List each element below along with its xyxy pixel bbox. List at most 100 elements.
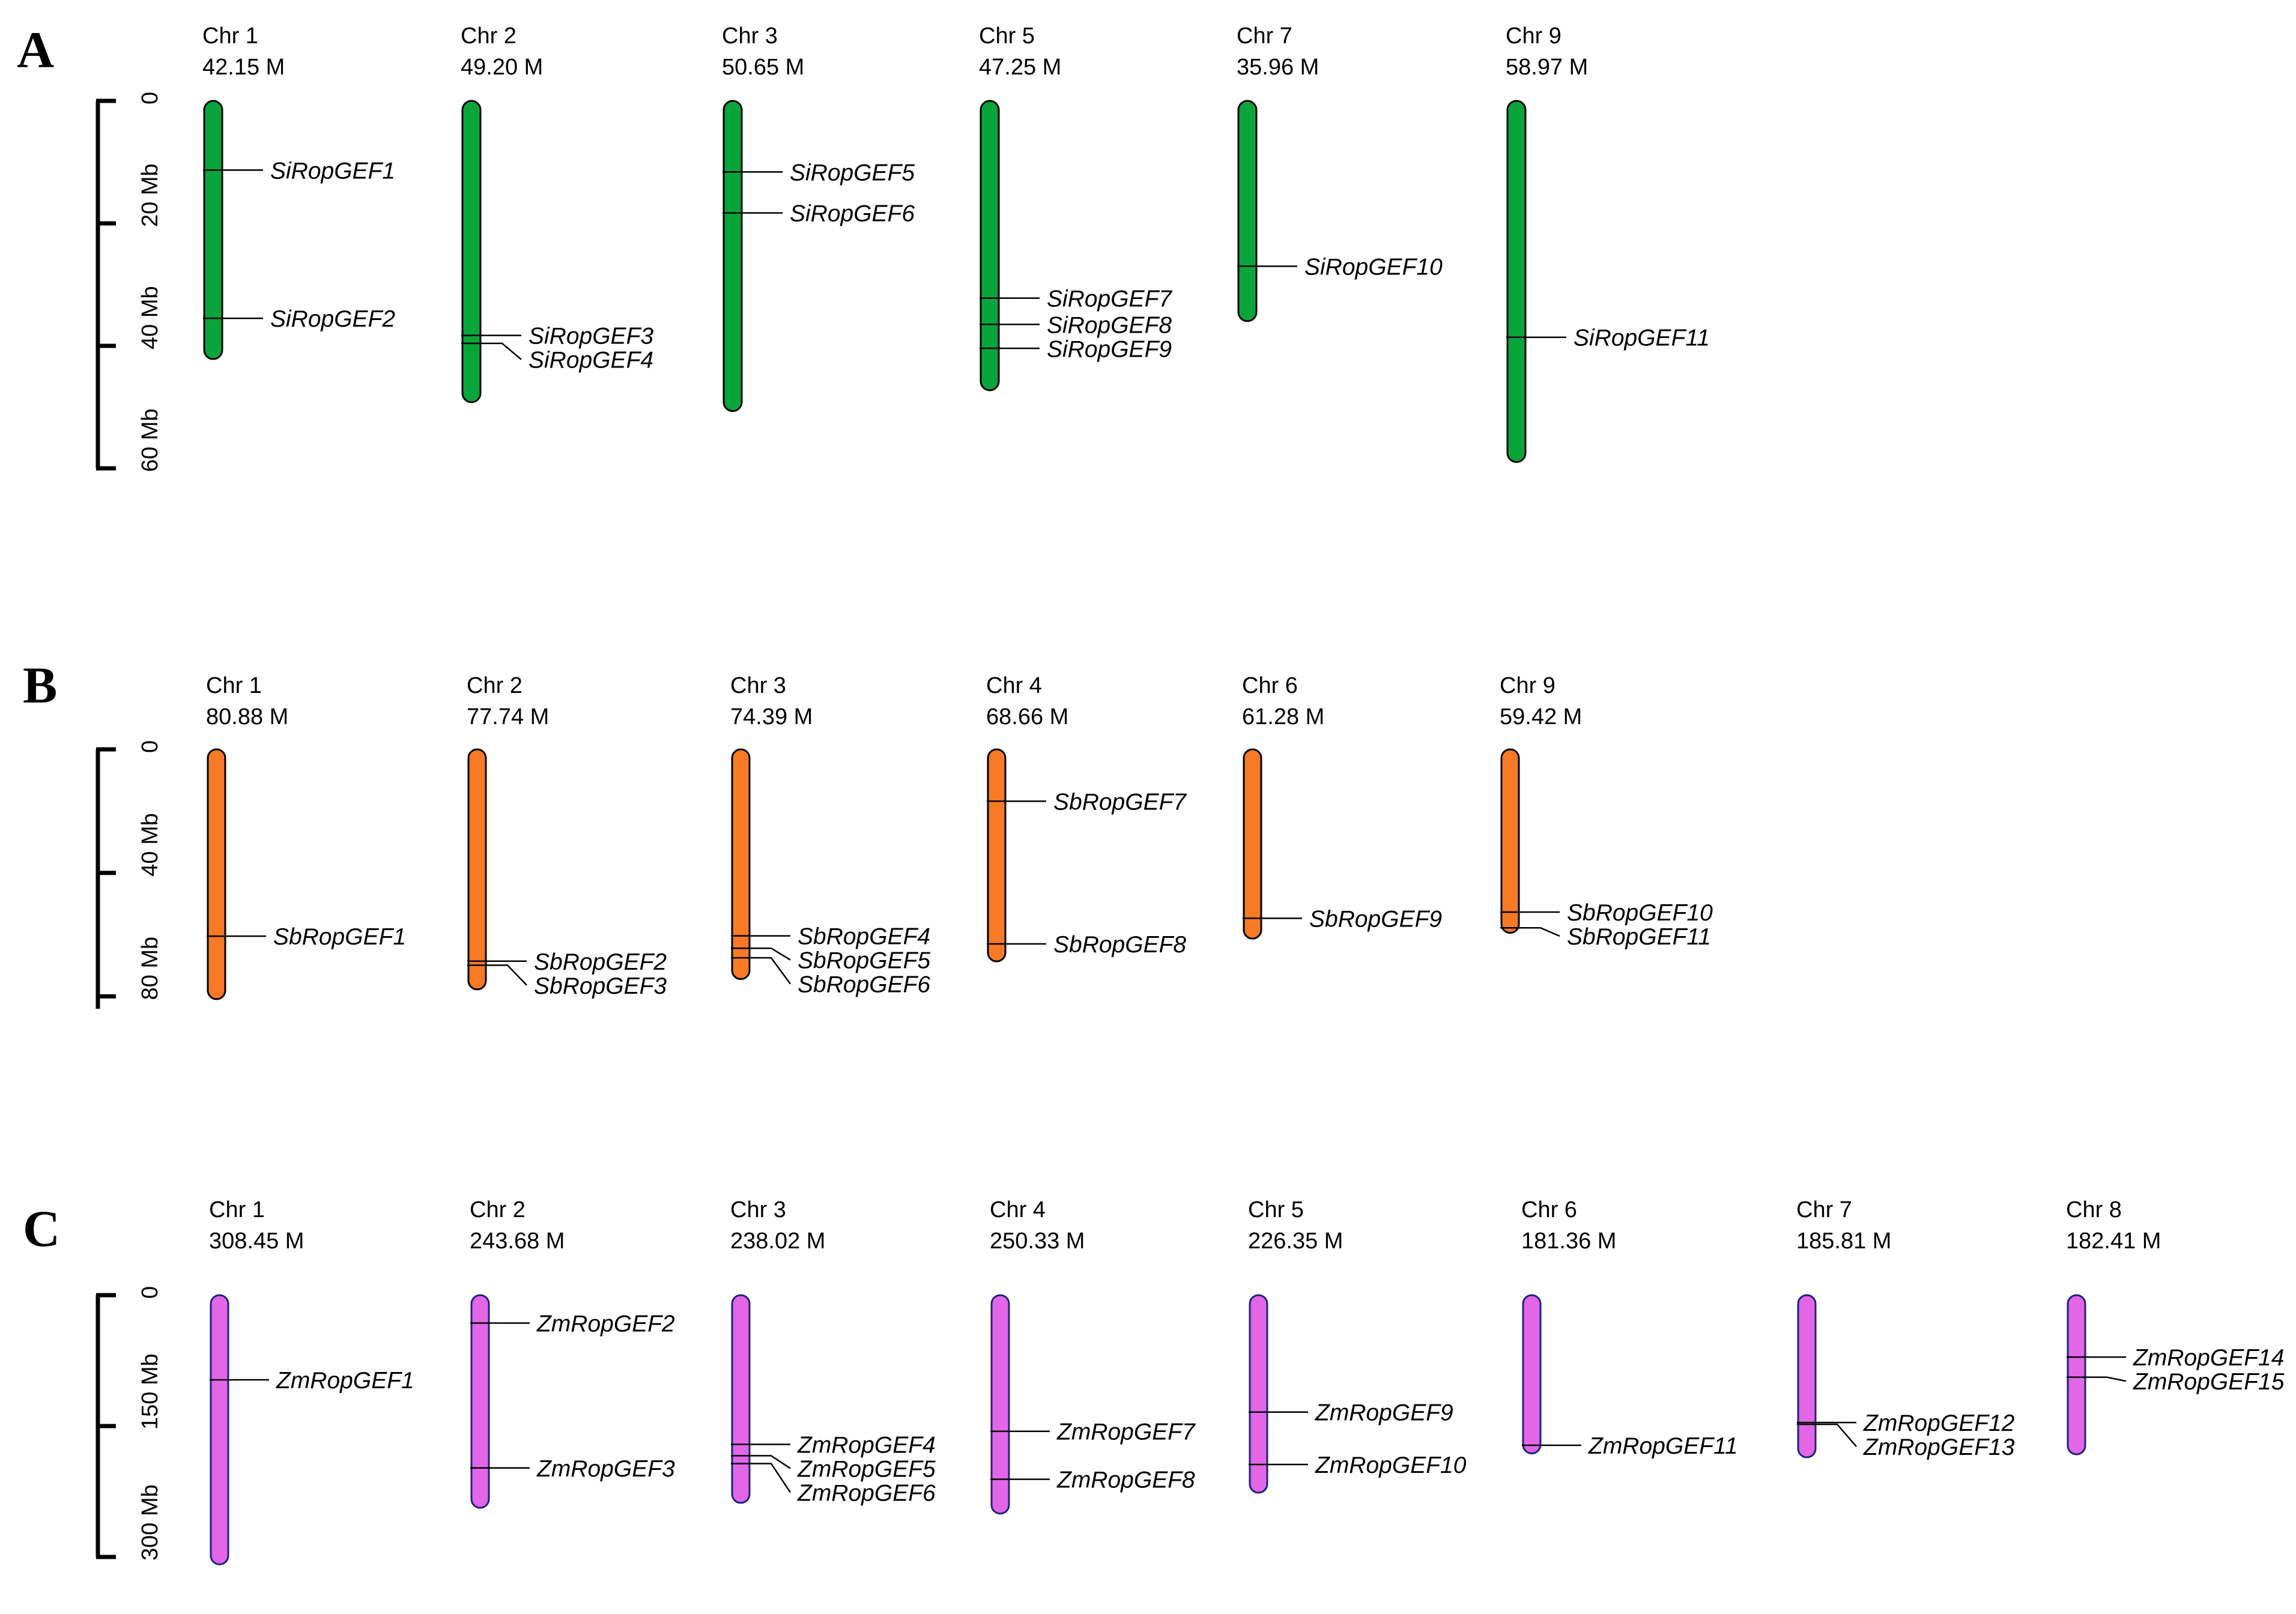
- chromosome-name: Chr 9: [1500, 673, 1555, 698]
- chromosome-chr-5: Chr 5 226.35 M ZmRopGEF9 ZmRopGEF10: [1248, 1197, 1467, 1494]
- chromosome-name: Chr 6: [1242, 673, 1298, 698]
- gene-marker: SbRopGEF1: [207, 924, 406, 950]
- gene-marker-line: [1500, 927, 1560, 937]
- chromosome-size: 80.88 M: [206, 704, 288, 730]
- chromosome-size: 226.35 M: [1248, 1229, 1343, 1254]
- chromosome-chr-1: Chr 1 80.88 M SbRopGEF1: [206, 673, 406, 1000]
- scale-tick-label: 60 Mb: [138, 408, 163, 472]
- gene-marker: ZmRopGEF12: [1797, 1410, 2015, 1436]
- gene-label: ZmRopGEF14: [2133, 1345, 2284, 1371]
- gene-label: SiRopGEF8: [1047, 312, 1172, 338]
- chromosome-chr-2: Chr 2 243.68 M ZmRopGEF2 ZmRopGEF3: [470, 1197, 675, 1509]
- chromosome-bar: [461, 100, 482, 404]
- chromosome-bar: [2067, 1294, 2086, 1455]
- chromosome-chr-6: Chr 6 61.28 M SbRopGEF9: [1242, 673, 1442, 940]
- gene-marker-line: [731, 947, 791, 961]
- gene-label: SbRopGEF11: [1567, 924, 1711, 950]
- chromosome-size: 59.42 M: [1500, 704, 1582, 730]
- chromosome-size: 74.39 M: [730, 704, 813, 730]
- gene-marker: SiRopGEF6: [722, 201, 915, 227]
- chromosome-chr-9: Chr 9 58.97 M SiRopGEF11: [1506, 23, 1710, 463]
- gene-marker: SbRopGEF11: [1500, 924, 1711, 950]
- gene-label: SiRopGEF2: [270, 306, 395, 332]
- chromosome-name: Chr 2: [461, 23, 516, 49]
- gene-marker: SiRopGEF10: [1237, 254, 1443, 280]
- chromosome-name: Chr 9: [1506, 23, 1561, 49]
- chromosome-name: Chr 4: [986, 673, 1042, 698]
- scale-tick-label: 20 Mb: [138, 163, 163, 227]
- chromosome-size: 181.36 M: [1521, 1229, 1616, 1254]
- gene-marker: ZmRopGEF4: [731, 1433, 936, 1458]
- gene-label: SbRopGEF8: [1053, 932, 1186, 958]
- chromosome-bar: [722, 100, 743, 413]
- gene-label: SiRopGEF10: [1304, 254, 1443, 280]
- gene-marker: SbRopGEF6: [731, 957, 930, 998]
- chromosome-name: Chr 7: [1796, 1197, 1852, 1223]
- gene-label: ZmRopGEF6: [797, 1481, 936, 1507]
- gene-label: ZmRopGEF8: [1056, 1467, 1195, 1493]
- gene-marker: SiRopGEF2: [203, 306, 395, 332]
- chromosome-size: 238.02 M: [730, 1229, 825, 1254]
- chromosome-bar: [207, 748, 226, 1000]
- gene-marker: ZmRopGEF11: [1522, 1433, 1738, 1459]
- gene-marker: SbRopGEF10: [1500, 900, 1713, 926]
- chromosome-bar: [470, 1294, 490, 1509]
- chromosome-chr-3: Chr 3 50.65 M SiRopGEF5 SiRopGEF6: [722, 23, 915, 413]
- scale-tick-label: 0: [138, 740, 163, 753]
- panel-letter: A: [17, 21, 54, 79]
- chromosome-size: 250.33 M: [990, 1229, 1085, 1254]
- gene-marker: SiRopGEF7: [980, 286, 1172, 312]
- scale-tick-label: 150 Mb: [138, 1353, 163, 1430]
- gene-marker: ZmRopGEF10: [1249, 1452, 1467, 1478]
- chromosome-name: Chr 1: [209, 1197, 265, 1223]
- gene-marker: SiRopGEF5: [722, 160, 915, 186]
- chromosome-name: Chr 7: [1237, 23, 1292, 49]
- gene-marker-line: [1797, 1423, 1857, 1448]
- gene-marker-line: [2067, 1376, 2127, 1382]
- scale-tick-label: 300 Mb: [138, 1484, 163, 1561]
- gene-label: ZmRopGEF7: [1056, 1419, 1196, 1445]
- gene-label: SiRopGEF11: [1574, 325, 1710, 351]
- chromosome-bar: [1506, 100, 1527, 463]
- chromosome-bar: [210, 1294, 229, 1565]
- scale-bar: 0 150 Mb 300 Mb: [95, 1286, 163, 1561]
- chromosome-bar: [990, 1294, 1010, 1515]
- panel-a: A 0 20 Mb 40 Mb 60 Mb Chr 1 42.15 M SiRopGEF1 Si…: [17, 21, 1710, 472]
- gene-marker: ZmRopGEF8: [990, 1467, 1195, 1493]
- chromosome-chr-1: Chr 1 42.15 M SiRopGEF1 SiRopGEF2: [202, 23, 395, 360]
- gene-marker: SiRopGEF4: [461, 342, 653, 373]
- chromosome-bar: [1500, 748, 1520, 934]
- gene-marker-line: [731, 957, 792, 985]
- gene-marker: ZmRopGEF6: [731, 1463, 936, 1507]
- gene-label: SiRopGEF4: [529, 348, 653, 373]
- gene-label: ZmRopGEF13: [1863, 1434, 2015, 1460]
- gene-marker-line: [731, 1455, 791, 1469]
- chromosome-size: 308.45 M: [209, 1229, 304, 1254]
- gene-label: SiRopGEF6: [790, 201, 915, 227]
- gene-marker: ZmRopGEF15: [2067, 1369, 2285, 1395]
- chromosome-size: 185.81 M: [1796, 1229, 1891, 1254]
- gene-marker-line: [731, 1463, 792, 1493]
- chromosome-bar: [980, 100, 1000, 391]
- gene-marker: ZmRopGEF2: [470, 1311, 675, 1337]
- gene-label: ZmRopGEF10: [1315, 1452, 1467, 1478]
- chromosome-chr-4: Chr 4 68.66 M SbRopGEF7 SbRopGEF8: [986, 673, 1187, 963]
- gene-label: ZmRopGEF2: [536, 1311, 675, 1337]
- chromosome-size: 35.96 M: [1237, 55, 1319, 80]
- gene-label: ZmRopGEF5: [797, 1457, 936, 1483]
- scale-tick-label: 40 Mb: [138, 286, 163, 349]
- chromosome-size: 182.41 M: [2066, 1229, 2161, 1254]
- gene-marker: ZmRopGEF1: [210, 1368, 414, 1394]
- chromosome-size: 42.15 M: [202, 55, 285, 80]
- gene-marker: SbRopGEF9: [1243, 906, 1442, 932]
- gene-label: ZmRopGEF3: [536, 1456, 675, 1482]
- gene-marker: ZmRopGEF9: [1249, 1400, 1453, 1426]
- panel-b: B 0 40 Mb 80 Mb Chr 1 80.88 M SbRopGEF1 Chr 2 77…: [23, 656, 1713, 1009]
- chromosome-name: Chr 4: [990, 1197, 1046, 1223]
- chromosome-size: 61.28 M: [1242, 704, 1324, 730]
